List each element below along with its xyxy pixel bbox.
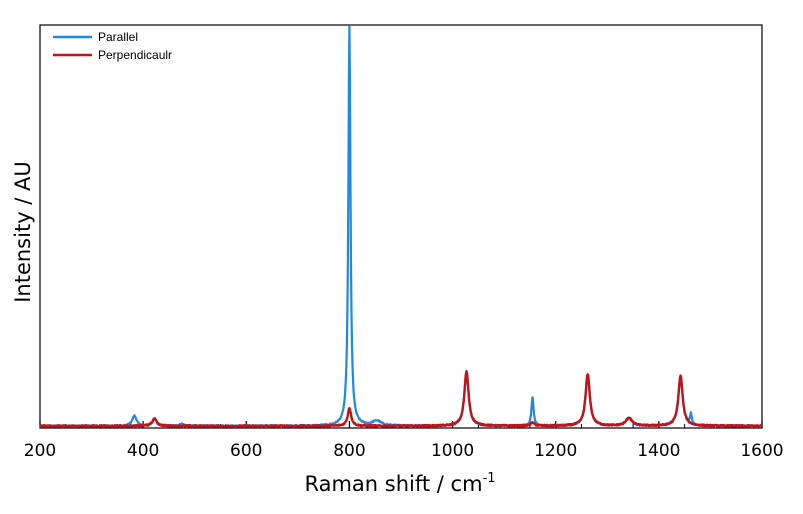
x-tick-label-1200: 1200 [534, 441, 577, 461]
legend: Parallel Perpendicaulr [53, 30, 172, 62]
plot-area [39, 24, 763, 429]
x-tick-label-800: 800 [333, 441, 365, 461]
series-lines [39, 25, 763, 428]
y-axis-title: Intensity / AU [11, 161, 35, 303]
x-tick-label-1400: 1400 [637, 441, 680, 461]
x-axis-title-superscript: -1 [483, 471, 496, 486]
legend-label-parallel: Parallel [98, 30, 138, 44]
x-tick-label-200: 200 [24, 441, 56, 461]
x-axis-title-main: Raman shift / cm [304, 472, 482, 496]
x-tick-label-1000: 1000 [431, 441, 474, 461]
x-axis-title: Raman shift / cm-1 [304, 471, 495, 496]
x-tick-label-600: 600 [230, 441, 262, 461]
x-tick-label-400: 400 [127, 441, 159, 461]
series-line-perpendicaulr [39, 370, 763, 428]
legend-label-perpendicaulr: Perpendicaulr [98, 48, 172, 62]
x-tick-label-1600: 1600 [740, 441, 783, 461]
